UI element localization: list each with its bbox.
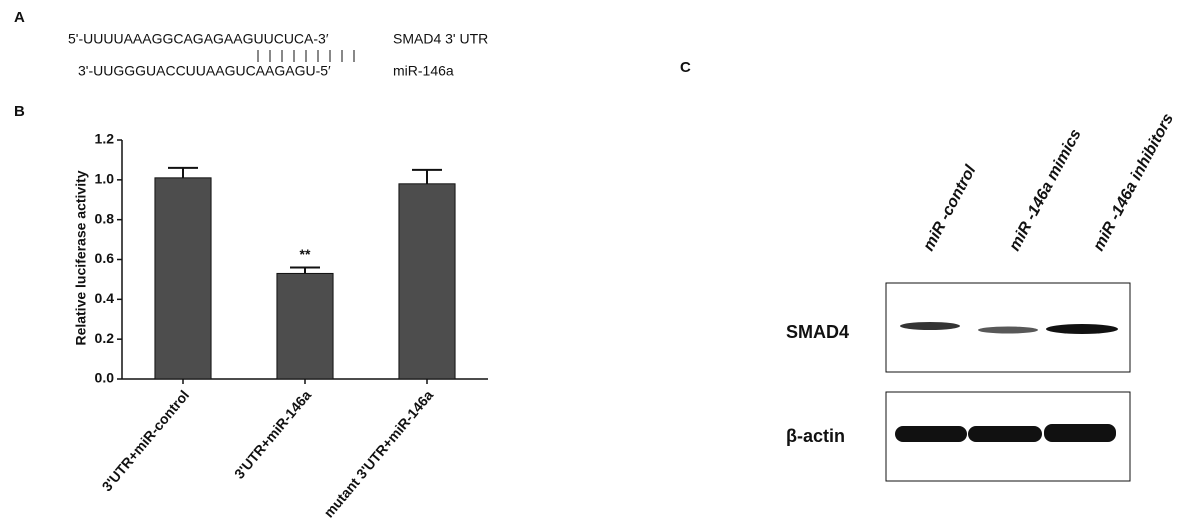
x-tick-label: 3'UTR+miR-control bbox=[98, 387, 192, 494]
sequence: 5'-UUUUAAAGGCAGAGAAGUUCUCA-3′ bbox=[68, 31, 329, 47]
y-tick-label: 0.2 bbox=[95, 330, 115, 346]
panel-label: C bbox=[680, 59, 691, 76]
lane-label: miR -control bbox=[920, 162, 980, 254]
sequence: 3'-UUGGGUACCUUAAGUCAAGAGU-5′ bbox=[78, 63, 331, 79]
target-label: SMAD4 3' UTR bbox=[393, 31, 488, 47]
bar bbox=[399, 184, 455, 379]
bar bbox=[155, 178, 211, 379]
y-axis-label: Relative luciferase activity bbox=[73, 170, 89, 345]
chart: 0.0 0.2 0.4 0.6 0.8 1.0 1.2 3'UTR+miR-control 3'… bbox=[95, 131, 488, 521]
significance: ** bbox=[300, 246, 311, 262]
y-tick-label: 0.0 bbox=[95, 370, 115, 386]
error-bar bbox=[412, 170, 442, 184]
error-bar bbox=[168, 168, 198, 178]
error-bar bbox=[290, 267, 320, 273]
panel-label: B bbox=[14, 103, 25, 120]
y-tick-label: 1.2 bbox=[95, 131, 115, 147]
row-label: SMAD4 bbox=[786, 322, 849, 342]
figure: A 5'-UUUUAAAGGCAGAGAAGUUCUCA-3′ SMAD4 3'… bbox=[0, 0, 1184, 528]
y-tick-label: 0.4 bbox=[95, 290, 115, 306]
base-pairing bbox=[258, 50, 354, 62]
lane-label: miR -146a mimics bbox=[1006, 126, 1085, 253]
panel-label: A bbox=[14, 9, 25, 26]
blot-bands bbox=[895, 322, 1118, 442]
x-tick-label: 3'UTR+miR-146a bbox=[231, 387, 314, 482]
y-tick-label: 1.0 bbox=[95, 171, 115, 187]
row-label: β-actin bbox=[786, 426, 845, 446]
lane-label: miR -146a inhibitors bbox=[1090, 111, 1177, 254]
x-tick-label: mutant 3'UTR+miR-146a bbox=[320, 387, 436, 521]
bar bbox=[277, 273, 333, 379]
y-tick-label: 0.8 bbox=[95, 210, 115, 226]
mirna-label: miR-146a bbox=[393, 63, 454, 79]
y-tick-label: 0.6 bbox=[95, 250, 115, 266]
